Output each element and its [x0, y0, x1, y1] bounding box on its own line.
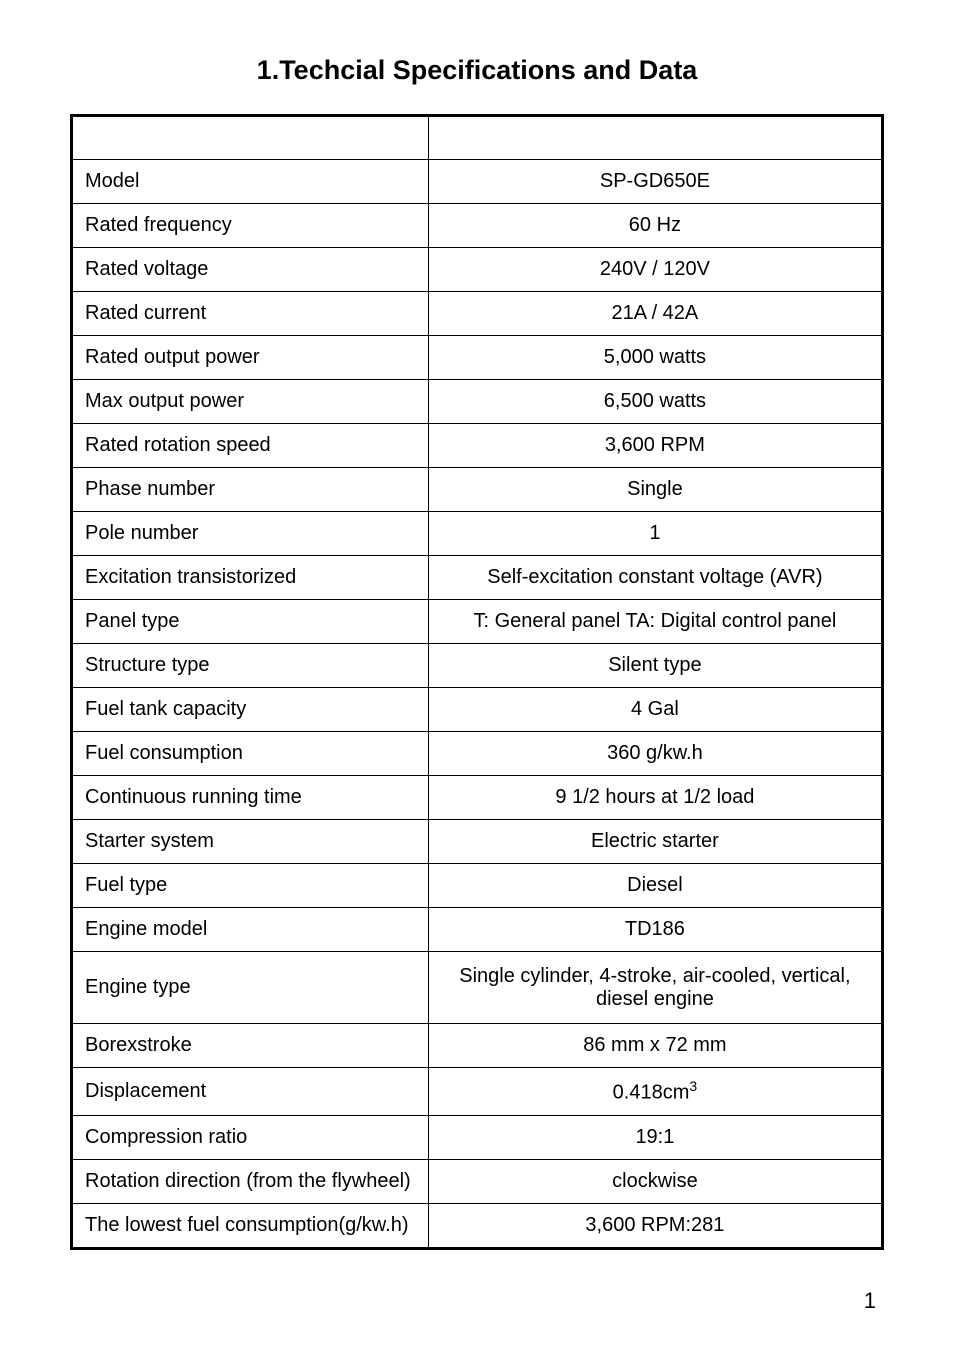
table-row: Fuel typeDiesel: [72, 864, 883, 908]
spec-value: 86 mm x 72 mm: [428, 1024, 882, 1068]
spec-label: Excitation transistorized: [72, 556, 429, 600]
spec-label: Continuous running time: [72, 776, 429, 820]
spec-label: Model: [72, 160, 429, 204]
table-row: Rotation direction (from the flywheel)cl…: [72, 1159, 883, 1203]
spec-value: 360 g/kw.h: [428, 732, 882, 776]
table-row: Fuel tank capacity4 Gal: [72, 688, 883, 732]
spec-label: Rated frequency: [72, 204, 429, 248]
spec-value: Diesel: [428, 864, 882, 908]
table-row: ModelSP-GD650E: [72, 160, 883, 204]
spec-label: Engine model: [72, 908, 429, 952]
spec-label: Fuel type: [72, 864, 429, 908]
table-row: Panel typeT: General panel TA: Digital c…: [72, 600, 883, 644]
spec-value: TD186: [428, 908, 882, 952]
spec-label: The lowest fuel consumption(g/kw.h): [72, 1203, 429, 1248]
spec-value: Silent type: [428, 644, 882, 688]
spec-label: Displacement: [72, 1068, 429, 1116]
page-title: 1.Techcial Specifications and Data: [70, 55, 884, 86]
page-number: 1: [864, 1288, 876, 1314]
table-row: Rated voltage240V / 120V: [72, 248, 883, 292]
table-header-row: [72, 116, 883, 160]
spec-label: Panel type: [72, 600, 429, 644]
spec-value: 9 1/2 hours at 1/2 load: [428, 776, 882, 820]
spec-label: Fuel consumption: [72, 732, 429, 776]
spec-label: Fuel tank capacity: [72, 688, 429, 732]
spec-value: 4 Gal: [428, 688, 882, 732]
spec-value: Single cylinder, 4-stroke, air-cooled, v…: [428, 952, 882, 1024]
table-row: Fuel consumption360 g/kw.h: [72, 732, 883, 776]
spec-label: Rated current: [72, 292, 429, 336]
spec-label: Engine type: [72, 952, 429, 1024]
spec-label: Rated output power: [72, 336, 429, 380]
spec-label: Structure type: [72, 644, 429, 688]
spec-label: Starter system: [72, 820, 429, 864]
spec-value: SP-GD650E: [428, 160, 882, 204]
spec-value: 3,600 RPM:281: [428, 1203, 882, 1248]
table-row: Pole number1: [72, 512, 883, 556]
spec-label: Rated rotation speed: [72, 424, 429, 468]
spec-label: Pole number: [72, 512, 429, 556]
spec-value: 21A / 42A: [428, 292, 882, 336]
spec-value: 60 Hz: [428, 204, 882, 248]
table-row: Rated frequency60 Hz: [72, 204, 883, 248]
spec-label: Phase number: [72, 468, 429, 512]
table-row: Borexstroke86 mm x 72 mm: [72, 1024, 883, 1068]
spec-label: Rotation direction (from the flywheel): [72, 1159, 429, 1203]
spec-table: ModelSP-GD650ERated frequency60 HzRated …: [70, 114, 884, 1250]
spec-label: Compression ratio: [72, 1115, 429, 1159]
table-row: Displacement0.418cm3: [72, 1068, 883, 1116]
table-row: Compression ratio19:1: [72, 1115, 883, 1159]
table-row: Rated current21A / 42A: [72, 292, 883, 336]
spec-value: T: General panel TA: Digital control pan…: [428, 600, 882, 644]
table-row: Phase numberSingle: [72, 468, 883, 512]
table-row: Max output power6,500 watts: [72, 380, 883, 424]
table-row: Rated rotation speed3,600 RPM: [72, 424, 883, 468]
spec-value: clockwise: [428, 1159, 882, 1203]
table-row: Engine typeSingle cylinder, 4-stroke, ai…: [72, 952, 883, 1024]
spec-label: Borexstroke: [72, 1024, 429, 1068]
spec-value: 0.418cm3: [428, 1068, 882, 1116]
header-value-cell: [428, 116, 882, 160]
table-row: Structure typeSilent type: [72, 644, 883, 688]
spec-value: Electric starter: [428, 820, 882, 864]
spec-label: Rated voltage: [72, 248, 429, 292]
table-row: Continuous running time9 1/2 hours at 1/…: [72, 776, 883, 820]
table-row: Starter systemElectric starter: [72, 820, 883, 864]
spec-value: 1: [428, 512, 882, 556]
spec-value: 19:1: [428, 1115, 882, 1159]
spec-value: Self-excitation constant voltage (AVR): [428, 556, 882, 600]
spec-value: 5,000 watts: [428, 336, 882, 380]
spec-label: Max output power: [72, 380, 429, 424]
table-row: The lowest fuel consumption(g/kw.h)3,600…: [72, 1203, 883, 1248]
table-row: Rated output power5,000 watts: [72, 336, 883, 380]
spec-value: 240V / 120V: [428, 248, 882, 292]
table-row: Excitation transistorizedSelf-excitation…: [72, 556, 883, 600]
table-row: Engine modelTD186: [72, 908, 883, 952]
spec-value: Single: [428, 468, 882, 512]
spec-value: 6,500 watts: [428, 380, 882, 424]
spec-value: 3,600 RPM: [428, 424, 882, 468]
header-label-cell: [72, 116, 429, 160]
